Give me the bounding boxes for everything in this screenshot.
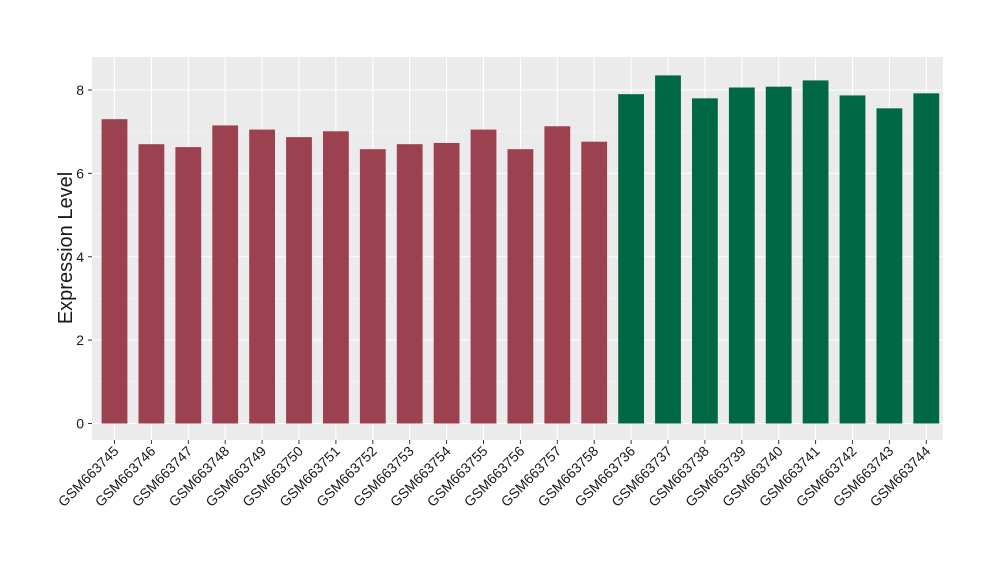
bar-GSM663746 — [138, 144, 165, 424]
bar-GSM663754 — [433, 142, 460, 424]
bar-GSM663738 — [692, 98, 718, 424]
bar-GSM663742 — [839, 95, 866, 424]
bar-GSM663751 — [323, 131, 349, 424]
bar-GSM663745 — [101, 119, 128, 424]
bar-GSM663753 — [396, 144, 423, 424]
bars — [101, 75, 940, 424]
bar-GSM663749 — [249, 129, 275, 424]
bar-GSM663736 — [618, 94, 644, 424]
bar-GSM663740 — [765, 86, 792, 424]
y-tick-label: 2 — [76, 332, 84, 348]
y-tick-label: 6 — [76, 165, 84, 181]
x-axis: GSM663745GSM663746GSM663747GSM663748GSM6… — [55, 440, 934, 510]
bar-GSM663750 — [286, 137, 312, 424]
bar-GSM663744 — [913, 93, 940, 424]
bar-GSM663743 — [876, 108, 903, 424]
bar-GSM663758 — [581, 141, 608, 424]
bar-GSM663756 — [507, 149, 534, 424]
y-tick-label: 4 — [76, 249, 84, 265]
y-axis: 0 2 4 6 8 — [76, 82, 92, 432]
bar-GSM663755 — [470, 129, 497, 424]
bar-GSM663748 — [212, 125, 239, 424]
bar-GSM663747 — [175, 147, 202, 424]
y-tick-label: 0 — [76, 416, 84, 432]
bar-GSM663757 — [544, 126, 571, 424]
bar-GSM663741 — [802, 80, 829, 424]
y-axis-title: Expression Level — [55, 172, 77, 324]
bar-GSM663739 — [728, 87, 755, 424]
y-tick-label: 8 — [76, 82, 84, 98]
bar-GSM663752 — [359, 149, 386, 424]
bar-GSM663737 — [655, 75, 681, 424]
